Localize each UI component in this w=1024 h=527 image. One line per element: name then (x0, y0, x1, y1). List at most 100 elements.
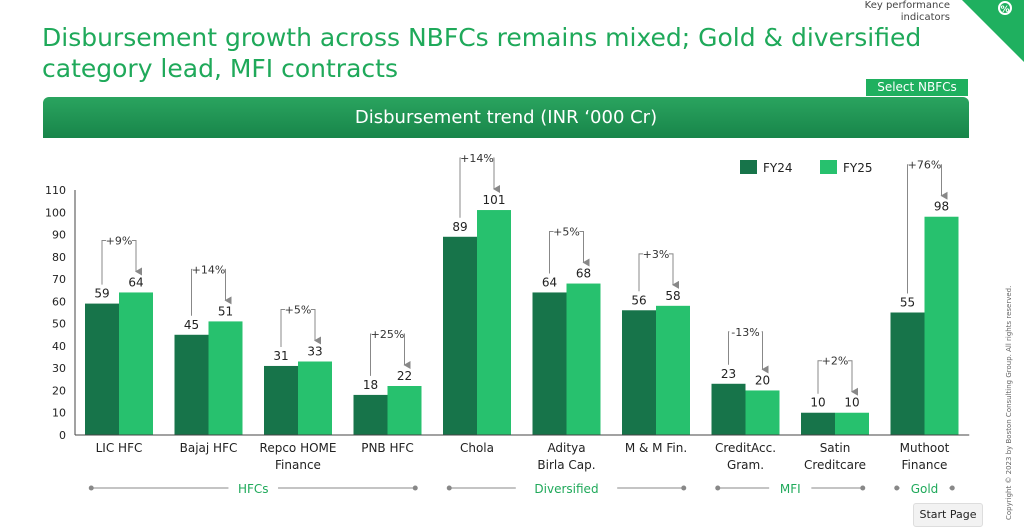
bar-fy24 (443, 236, 477, 435)
growth-arrow (131, 239, 142, 276)
data-label-fy24: 56 (631, 293, 646, 307)
data-label-fy24: 18 (363, 378, 378, 392)
group-dot (446, 485, 452, 491)
growth-label: +14% (460, 152, 494, 165)
growth-bracket-left (817, 360, 823, 394)
group-dot (88, 485, 94, 491)
group-dot (412, 485, 418, 491)
data-label-fy25: 10 (844, 396, 859, 410)
y-tick-label: 0 (59, 429, 66, 442)
x-tick-label: Aditya (547, 441, 585, 455)
data-label-fy25: 20 (755, 373, 770, 387)
growth-bracket-left (191, 268, 193, 316)
x-tick-label: Satin (820, 441, 851, 455)
growth-bracket-left (638, 253, 644, 292)
y-tick-label: 100 (45, 206, 66, 219)
x-tick-label: Bajaj HFC (180, 441, 238, 455)
start-page-button[interactable]: Start Page (913, 503, 983, 527)
growth-arrow (847, 360, 858, 396)
x-tick-label: Finance (902, 458, 948, 472)
growth-bracket-left (370, 333, 372, 376)
data-label-fy24: 31 (273, 349, 288, 363)
x-tick-label: Repco HOME (260, 441, 337, 455)
legend-label-fy24: FY24 (763, 161, 793, 175)
data-label-fy25: 51 (218, 304, 233, 318)
bar-fy24 (622, 310, 656, 435)
growth-arrow (668, 253, 679, 289)
growth-label: -13% (731, 326, 759, 339)
group-dot (894, 485, 900, 491)
group-dot (681, 485, 687, 491)
y-tick-label: 80 (52, 251, 66, 264)
group-dot (860, 485, 866, 491)
x-tick-label: Creditcare (804, 458, 866, 472)
growth-arrow (403, 333, 411, 369)
data-label-fy24: 23 (721, 367, 736, 381)
group-label: HFCs (238, 482, 269, 496)
data-label-fy25: 22 (397, 369, 412, 383)
y-tick-label: 30 (52, 362, 66, 375)
bar-fy24 (264, 365, 298, 435)
growth-bracket-left (280, 309, 286, 347)
y-tick-label: 50 (52, 318, 66, 331)
growth-bracket-left (728, 331, 730, 365)
legend-swatch-fy24 (740, 160, 757, 174)
y-tick-label: 70 (52, 273, 66, 286)
bar-fy24 (174, 334, 209, 435)
legend-swatch-fy25 (820, 160, 837, 174)
data-label-fy24: 55 (900, 296, 915, 310)
x-tick-label: Birla Cap. (537, 458, 595, 472)
data-label-fy24: 10 (810, 396, 825, 410)
x-tick-label: Chola (460, 441, 494, 455)
group-label: Gold (911, 482, 939, 496)
bar-fy25 (566, 283, 601, 435)
percent-icon: % (998, 1, 1012, 15)
data-label-fy25: 101 (483, 193, 506, 207)
data-label-fy25: 58 (665, 289, 680, 303)
legend-label-fy25: FY25 (843, 161, 873, 175)
growth-arrow (761, 331, 769, 374)
bar-fy24 (801, 412, 835, 435)
growth-label: +25% (371, 328, 405, 341)
growth-arrow (224, 268, 232, 305)
bar-fy25 (208, 321, 243, 435)
group-dot (715, 485, 721, 491)
y-tick-label: 90 (52, 229, 66, 242)
growth-label: +3% (643, 248, 670, 261)
growth-label: +2% (822, 355, 849, 368)
bar-fy24 (85, 303, 119, 435)
y-tick-label: 40 (52, 340, 66, 353)
group-dot (949, 485, 955, 491)
y-tick-label: 10 (52, 407, 66, 420)
growth-arrow (940, 164, 948, 200)
group-label: Diversified (534, 482, 598, 496)
kpi-label: Key performance indicators (864, 0, 950, 23)
data-label-fy25: 98 (934, 200, 949, 214)
bar-fy25 (387, 386, 422, 435)
kpi-corner-tab[interactable]: % (962, 0, 1024, 62)
data-label-fy24: 64 (542, 275, 557, 289)
data-label-fy25: 33 (307, 345, 322, 359)
growth-label: +76% (908, 159, 942, 172)
copyright-text: Copyright © 2023 by Boston Consulting Gr… (1005, 285, 1013, 520)
growth-arrow (310, 309, 321, 345)
bar-fy24 (353, 394, 388, 435)
growth-bracket-left (459, 157, 461, 218)
x-tick-label: Muthoot (900, 441, 950, 455)
y-tick-label: 60 (52, 295, 66, 308)
select-nbfcs-button[interactable]: Select NBFCs (866, 79, 968, 96)
growth-arrow (493, 157, 500, 194)
growth-bracket-left (101, 239, 107, 285)
bar-fy25 (656, 305, 690, 435)
data-label-fy25: 64 (128, 275, 143, 289)
x-tick-label: PNB HFC (361, 441, 414, 455)
bar-fy25 (298, 361, 332, 435)
growth-label: +5% (553, 226, 580, 239)
bar-fy25 (119, 292, 153, 435)
data-label-fy24: 89 (452, 220, 467, 234)
bar-fy25 (477, 210, 511, 435)
x-tick-label: LIC HFC (96, 441, 143, 455)
chart-banner: Disbursement trend (INR ‘000 Cr) (43, 97, 969, 138)
bar-fy25 (835, 412, 869, 435)
growth-bracket-left (907, 164, 909, 294)
